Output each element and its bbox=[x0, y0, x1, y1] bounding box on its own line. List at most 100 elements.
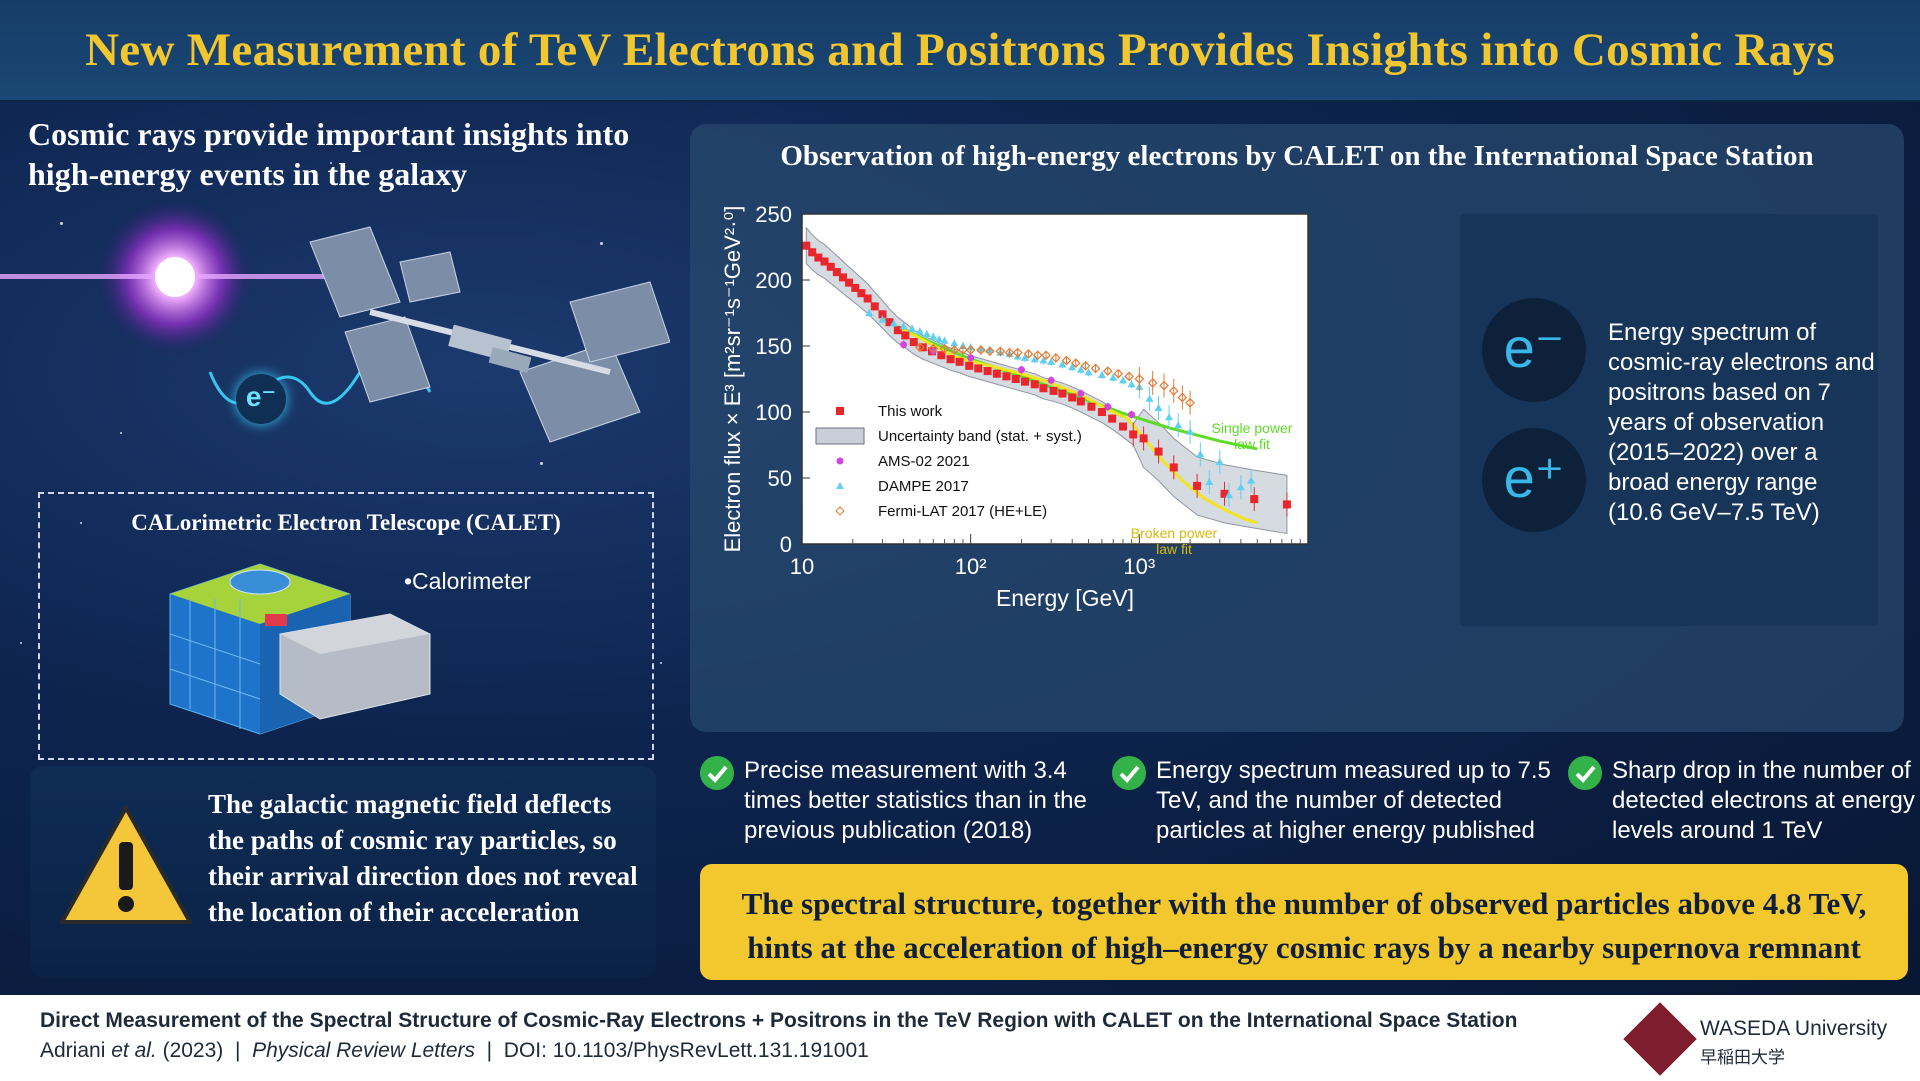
data-point bbox=[1168, 386, 1179, 396]
data-point bbox=[1023, 349, 1034, 359]
electron-symbol: e⁻ bbox=[1482, 298, 1586, 402]
electron-label: e⁻ bbox=[245, 381, 277, 412]
y-tick-label: 250 bbox=[755, 202, 792, 227]
data-point bbox=[995, 346, 1006, 357]
data-point bbox=[1113, 368, 1124, 379]
data-point bbox=[1147, 378, 1158, 388]
legend-swatch bbox=[815, 427, 865, 445]
data-point bbox=[1077, 390, 1085, 398]
infographic-stage: Cosmic rays provide important insights i… bbox=[0, 102, 1920, 995]
conclusion-text: The spectral structure, together with th… bbox=[700, 882, 1908, 970]
data-point bbox=[1128, 411, 1136, 419]
data-point bbox=[889, 319, 898, 327]
data-point bbox=[909, 338, 918, 347]
bullet-text: Precise measurement with 3.4 times bette… bbox=[744, 757, 1087, 844]
data-point bbox=[851, 283, 860, 292]
warning-box: The galactic magnetic field deflects the… bbox=[30, 766, 656, 978]
supernova-illustration bbox=[0, 197, 330, 357]
legend-swatch bbox=[836, 482, 844, 489]
data-point bbox=[915, 342, 925, 353]
data-point bbox=[1039, 384, 1048, 393]
warning-icon bbox=[60, 806, 192, 924]
data-point bbox=[1049, 386, 1058, 395]
data-point bbox=[901, 331, 910, 340]
data-point bbox=[928, 343, 939, 354]
warning-text: The galactic magnetic field deflects the… bbox=[208, 789, 638, 927]
data-point bbox=[863, 294, 872, 303]
data-point bbox=[985, 346, 995, 357]
panel-title: Observation of high-energy electrons by … bbox=[780, 140, 1814, 172]
conclusion-line-2: hints at the acceleration of high–energy… bbox=[747, 930, 1861, 965]
data-point bbox=[1039, 356, 1048, 364]
bullet-text: Sharp drop in the number of detected ele… bbox=[1612, 757, 1915, 844]
data-point bbox=[1282, 500, 1291, 509]
footer: Direct Measurement of the Spectral Struc… bbox=[0, 995, 1920, 1081]
data-point bbox=[1051, 353, 1061, 363]
data-point bbox=[1159, 380, 1169, 391]
check-icon bbox=[1112, 756, 1146, 790]
data-point bbox=[976, 345, 986, 355]
legend-swatch bbox=[836, 407, 844, 415]
data-point bbox=[1127, 380, 1136, 388]
data-point bbox=[820, 257, 829, 266]
data-point bbox=[1154, 447, 1163, 456]
data-point bbox=[832, 268, 841, 277]
legend-label: This work bbox=[878, 403, 943, 420]
spectrum-description: Energy spectrum of cosmic-ray electrons … bbox=[1608, 319, 1875, 526]
data-point bbox=[899, 322, 908, 330]
data-point bbox=[1108, 414, 1117, 423]
data-point bbox=[1004, 347, 1015, 358]
data-point bbox=[965, 361, 974, 370]
reference-authors: Adriani bbox=[40, 1039, 106, 1062]
calorimeter-label: •Calorimeter bbox=[404, 568, 531, 594]
data-point bbox=[939, 343, 950, 354]
data-point bbox=[1041, 350, 1051, 361]
x-tick-label: 10³ bbox=[1123, 554, 1155, 579]
data-point bbox=[1165, 413, 1174, 421]
data-point bbox=[1215, 458, 1224, 466]
data-point bbox=[1047, 376, 1055, 384]
data-point bbox=[1068, 393, 1077, 402]
data-point bbox=[1002, 372, 1011, 381]
data-point bbox=[915, 327, 924, 335]
data-point bbox=[1224, 491, 1233, 499]
data-point bbox=[1030, 380, 1039, 389]
data-point bbox=[1017, 366, 1025, 374]
legend-label: Uncertainty band (stat. + syst.) bbox=[878, 428, 1082, 445]
data-point bbox=[1118, 376, 1127, 384]
waseda-logo-icon bbox=[1623, 1002, 1697, 1076]
x-axis-label: Energy [GeV] bbox=[996, 585, 1134, 611]
calet-title: CALorimetric Electron Telescope (CALET) bbox=[131, 510, 561, 535]
data-point bbox=[1193, 481, 1202, 490]
data-point bbox=[1205, 477, 1214, 485]
data-point bbox=[885, 318, 894, 327]
data-point bbox=[1076, 365, 1085, 373]
particle-box: e⁻ e⁺ Energy spectrum of cosmic-ray elec… bbox=[1460, 214, 1878, 626]
data-point bbox=[1134, 374, 1145, 384]
iss-illustration bbox=[309, 226, 670, 443]
legend-label: AMS-02 2021 bbox=[878, 453, 970, 470]
data-point bbox=[965, 345, 976, 355]
data-point bbox=[1104, 403, 1112, 411]
data-point bbox=[1097, 371, 1106, 379]
conclusion-box: The spectral structure, together with th… bbox=[700, 864, 1908, 980]
observation-panel: Observation of high-energy electrons by … bbox=[690, 124, 1904, 732]
check-icon bbox=[700, 756, 734, 790]
data-point bbox=[1011, 375, 1020, 383]
data-point bbox=[1102, 366, 1113, 376]
data-point bbox=[865, 309, 874, 316]
data-point bbox=[1236, 483, 1245, 491]
legend-swatch bbox=[836, 457, 844, 465]
data-point bbox=[1154, 404, 1163, 412]
data-point bbox=[1021, 377, 1030, 386]
data-point bbox=[808, 248, 817, 257]
single-fit-label: Single power law fit bbox=[1212, 420, 1293, 452]
data-point bbox=[838, 273, 847, 282]
data-point bbox=[958, 345, 968, 355]
data-point bbox=[1021, 353, 1030, 361]
data-point bbox=[935, 335, 944, 343]
data-point bbox=[1129, 430, 1138, 439]
reference-etal: et al. bbox=[111, 1039, 157, 1062]
data-point bbox=[967, 354, 975, 362]
data-point bbox=[1097, 408, 1106, 416]
